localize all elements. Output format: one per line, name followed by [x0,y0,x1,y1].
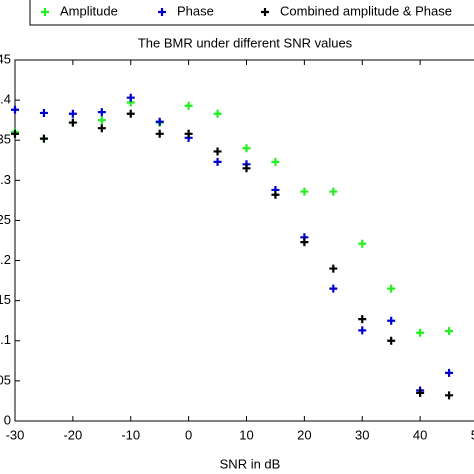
x-tick-label: -10 [121,427,140,442]
y-tick-label: 0.05 [0,372,11,387]
x-tick-label: -30 [6,427,25,442]
data-point [271,190,280,199]
data-point [213,147,222,156]
data-point [300,187,309,196]
data-point [329,187,338,196]
y-tick-label: 0.1 [0,332,11,347]
data-point [329,264,338,273]
data-point [358,239,367,248]
y-tick-label: 0.2 [0,252,11,267]
data-point [39,108,48,117]
data-point [11,105,19,114]
x-tick-label: 40 [413,427,427,442]
x-tick-label: 20 [297,427,311,442]
chart-title: The BMR under different SNR values [138,35,353,50]
x-tick-label: -20 [63,427,82,442]
x-tick-label: 10 [239,427,253,442]
legend-label: Amplitude [60,3,118,18]
data-point [97,124,106,133]
y-tick-label: 0.45 [0,51,11,66]
y-tick-label: 0.35 [0,132,11,147]
data-point [387,284,396,293]
x-tick-label: 50 [471,427,474,442]
y-tick-label: 0.4 [0,92,11,107]
data-point [68,109,77,118]
y-tick-label: 0.25 [0,212,11,227]
data-point [11,129,19,138]
data-point [155,129,164,138]
legend-marker [261,8,269,16]
data-point [184,101,193,110]
y-tick-label: 0.15 [0,292,11,307]
y-tick-label: 0 [4,412,11,427]
data-point [242,164,251,173]
data-point [358,315,367,324]
data-point [329,284,338,293]
data-point [445,327,454,336]
data-point [126,93,135,102]
data-point [358,326,367,335]
data-point [416,388,425,397]
data-point [242,144,251,153]
data-point [39,134,48,143]
legend-box [29,0,474,26]
data-point [68,118,77,127]
data-point [300,238,309,247]
data-point [97,108,106,117]
legend-label: Combined amplitude & Phase [280,3,452,18]
data-point [97,116,106,125]
legend-label: Phase [177,3,214,18]
data-point [445,391,454,400]
data-point [445,368,454,377]
data-point [213,157,222,166]
data-point [213,109,222,118]
legend-marker [41,8,49,16]
data-point [387,336,396,345]
x-axis-label: SNR in dB [220,456,281,471]
data-point [271,157,280,166]
data-point [184,129,193,138]
data-point [126,109,135,118]
x-tick-label: 30 [355,427,369,442]
data-point [155,117,164,126]
data-point [387,316,396,325]
legend-marker [158,8,166,16]
data-point [416,328,425,337]
x-tick-label: 0 [185,427,192,442]
y-tick-label: 0.3 [0,172,11,187]
